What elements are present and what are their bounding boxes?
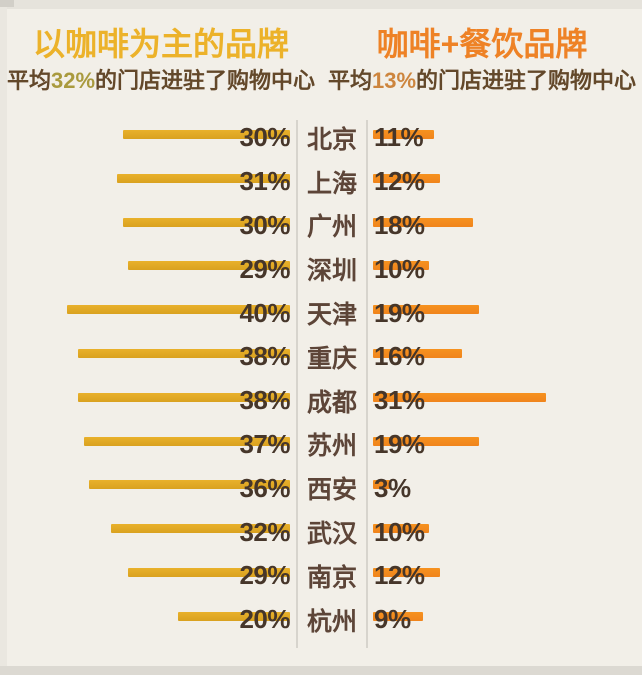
left-series-bar: [83, 436, 290, 446]
chart-row: 36% 西安 3%: [0, 466, 642, 510]
right-value-label: 18%: [374, 209, 425, 240]
right-series-header: 咖啡+餐饮品牌 平均13%的门店进驻了购物中心: [322, 0, 642, 116]
right-series-subtitle: 平均13%的门店进驻了购物中心: [322, 68, 642, 94]
city-label: 深圳: [306, 257, 357, 286]
left-subtitle-prefix: 平均: [6, 68, 51, 93]
right-series-bar: [373, 173, 440, 183]
chart-row: 38% 重庆 16%: [0, 335, 642, 379]
left-series-bar: [128, 261, 290, 271]
left-value-label: 38%: [239, 341, 290, 372]
left-series-bar: [117, 173, 290, 183]
left-series-bar: [111, 524, 290, 534]
city-label: 成都: [306, 388, 357, 417]
left-series-bar: [128, 567, 290, 577]
chart-row: 31% 上海 12%: [0, 160, 642, 204]
left-value-label: 32%: [239, 516, 290, 547]
left-value-label: 20%: [239, 604, 290, 635]
right-value-label: 10%: [374, 516, 425, 547]
city-label: 上海: [306, 169, 357, 198]
left-value-label: 29%: [239, 560, 290, 591]
right-value-label: 19%: [374, 297, 425, 328]
chart-row: 29% 深圳 10%: [0, 247, 642, 291]
city-label: 天津: [306, 301, 357, 330]
right-series-bar: [373, 524, 429, 534]
right-series-bar: [373, 261, 429, 271]
city-label: 杭州: [306, 607, 357, 636]
city-column-left-divider: [296, 120, 298, 648]
city-label: 重庆: [306, 344, 357, 373]
right-subtitle-suffix: 的门店进驻了购物中心: [416, 68, 637, 93]
city-label: 苏州: [306, 432, 357, 461]
right-series-bar: [373, 392, 546, 402]
chart-row: 30% 广州 18%: [0, 204, 642, 248]
left-value-label: 30%: [239, 209, 290, 240]
right-value-label: 16%: [374, 341, 425, 372]
left-value-label: 37%: [239, 428, 290, 459]
chart-rows: 30% 北京 11% 31% 上海 12% 30% 广州 18% 29% 深圳 10% 40% 天津 19%…: [0, 116, 642, 642]
photo-edge-corner: [0, 0, 14, 7]
left-value-label: 31%: [239, 166, 290, 197]
photo-edge-left: [0, 0, 7, 675]
left-series-bar: [78, 348, 290, 358]
chart-row: 30% 北京 11%: [0, 116, 642, 160]
left-series-bar: [122, 217, 290, 227]
left-series-bar: [122, 130, 290, 139]
left-subtitle-suffix: 的门店进驻了购物中心: [95, 68, 316, 93]
right-subtitle-prefix: 平均: [327, 68, 372, 93]
right-average-value: 13%: [371, 68, 417, 93]
right-value-label: 3%: [374, 472, 411, 503]
right-series-bar: [373, 348, 463, 358]
city-label: 广州: [306, 213, 357, 242]
right-series-bar: [373, 305, 479, 315]
city-label: 南京: [306, 563, 357, 592]
left-value-label: 29%: [239, 253, 290, 284]
left-series-bar: [178, 611, 290, 621]
right-series-bar: [373, 130, 435, 139]
left-average-value: 32%: [50, 68, 96, 93]
city-column-right-divider: [366, 120, 368, 648]
right-series-bar: [373, 217, 474, 227]
right-series-title: 咖啡+餐饮品牌: [376, 26, 588, 62]
right-value-label: 31%: [374, 385, 425, 416]
left-value-label: 40%: [239, 297, 290, 328]
chart-header: 以咖啡为主的品牌 平均32%的门店进驻了购物中心 咖啡+餐饮品牌 平均13%的门…: [0, 0, 642, 116]
chart-row: 40% 天津 19%: [0, 291, 642, 335]
right-series-bar: [373, 611, 424, 621]
left-series-bar: [89, 480, 290, 490]
chart-row: 32% 武汉 10%: [0, 510, 642, 554]
right-series-bar: [373, 480, 390, 490]
city-label: 西安: [306, 476, 357, 505]
right-series-bar: [373, 436, 479, 446]
right-value-label: 12%: [374, 560, 425, 591]
right-value-label: 9%: [374, 604, 411, 635]
right-value-label: 12%: [374, 166, 425, 197]
right-series-bar: [373, 567, 440, 577]
left-series-title: 以咖啡为主的品牌: [32, 26, 289, 62]
left-series-subtitle: 平均32%的门店进驻了购物中心: [0, 68, 322, 94]
city-label: 北京: [306, 125, 357, 154]
city-label: 武汉: [306, 520, 357, 549]
chart-row: 37% 苏州 19%: [0, 423, 642, 467]
left-series-bar: [66, 305, 290, 315]
chart-row: 38% 成都 31%: [0, 379, 642, 423]
left-series-bar: [78, 392, 290, 402]
right-value-label: 10%: [374, 253, 425, 284]
left-value-label: 30%: [239, 122, 290, 153]
chart-row: 20% 杭州 9%: [0, 598, 642, 642]
photo-edge-top: [0, 0, 642, 9]
left-value-label: 38%: [239, 385, 290, 416]
chart-row: 29% 南京 12%: [0, 554, 642, 598]
right-value-label: 19%: [374, 428, 425, 459]
left-series-header: 以咖啡为主的品牌 平均32%的门店进驻了购物中心: [0, 0, 322, 116]
photo-edge-bottom: [0, 666, 642, 675]
left-value-label: 36%: [239, 472, 290, 503]
right-value-label: 11%: [374, 122, 424, 153]
